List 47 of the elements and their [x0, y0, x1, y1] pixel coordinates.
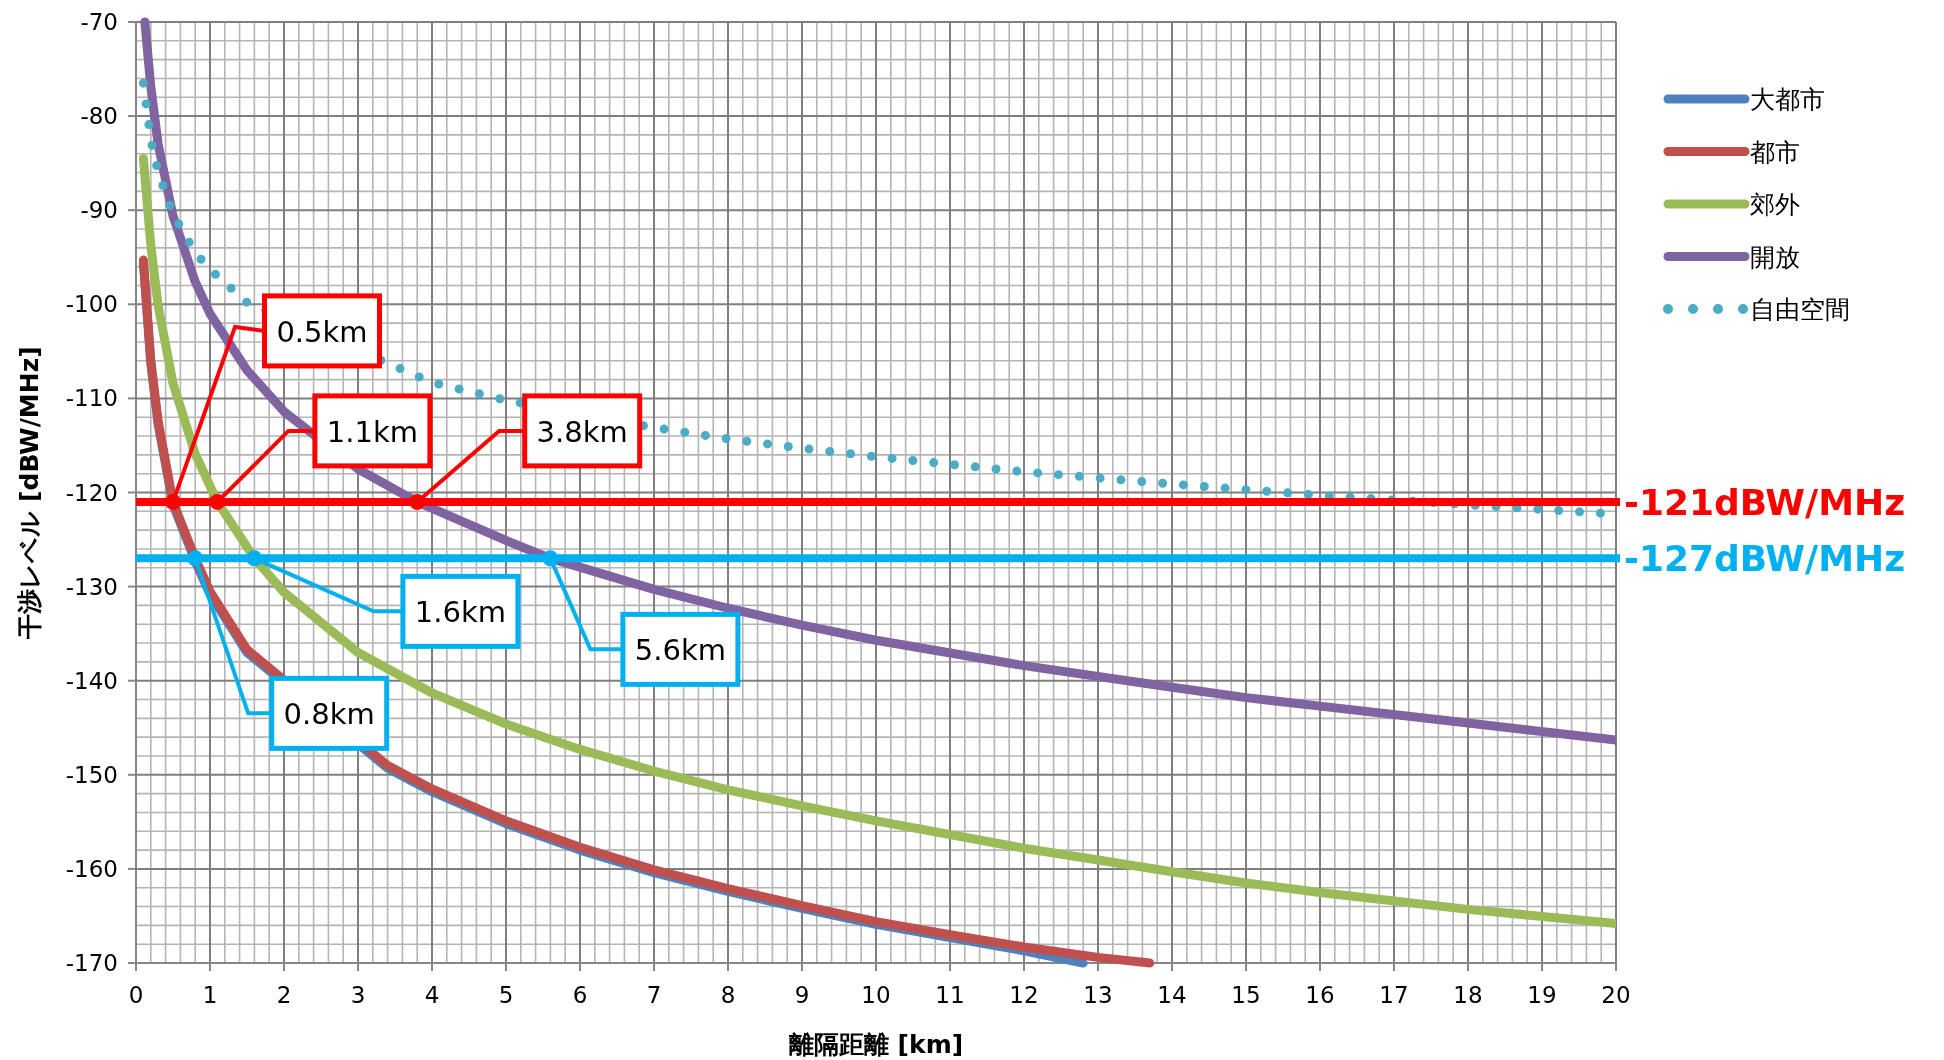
x-tick-label: 7 [646, 982, 662, 1008]
x-tick-label: 3 [350, 982, 366, 1008]
y-tick-label: -160 [65, 855, 118, 882]
x-axis-title: 離隔距離 [km] [787, 1030, 964, 1059]
x-tick-label: 9 [794, 982, 810, 1008]
x-tick-label: 15 [1231, 982, 1261, 1008]
legend-label: 開放 [1750, 242, 1800, 272]
x-tick-label: 1 [202, 982, 218, 1008]
x-tick-label: 16 [1305, 982, 1335, 1008]
x-tick-label: 4 [424, 982, 440, 1008]
y-tick-label: -100 [65, 291, 118, 318]
x-tick-label: 5 [498, 982, 514, 1008]
annotation: 5.6km [634, 633, 726, 668]
x-tick-label: 2 [276, 982, 292, 1008]
y-tick-label: -170 [65, 950, 118, 976]
annotation: 0.5km [276, 314, 368, 349]
x-tick-label: 11 [935, 982, 965, 1008]
annotation: 3.8km [536, 414, 628, 449]
annotation: 0.8km [283, 697, 375, 732]
annotation: 1.6km [414, 595, 506, 630]
y-tick-label: -140 [65, 667, 118, 694]
legend-label: 大都市 [1750, 85, 1825, 114]
legend-label: 郊外 [1750, 190, 1800, 219]
x-tick-label: 12 [1009, 982, 1039, 1008]
x-tick-label: 19 [1527, 982, 1557, 1008]
y-axis-title: 干渉レベル [dBW/MHz] [15, 346, 44, 640]
legend-label: 自由空間 [1750, 295, 1850, 324]
y-tick-label: -110 [65, 385, 118, 412]
y-tick-label: -70 [80, 9, 118, 35]
y-tick-label: -90 [80, 197, 118, 224]
x-tick-label: 14 [1157, 982, 1187, 1008]
ref-line-label: -127dBW/MHz [1624, 538, 1906, 580]
x-tick-label: 18 [1453, 982, 1483, 1008]
y-tick-label: -80 [80, 103, 118, 130]
annotation: 1.1km [326, 414, 418, 449]
y-tick-label: -150 [65, 761, 118, 788]
ref-line-label: -121dBW/MHz [1624, 481, 1906, 523]
x-tick-label: 20 [1601, 982, 1631, 1008]
x-tick-label: 13 [1083, 982, 1113, 1008]
x-tick-label: 10 [861, 982, 891, 1008]
y-tick-label: -120 [65, 479, 118, 506]
x-tick-label: 8 [720, 982, 736, 1008]
legend-label: 都市 [1750, 137, 1800, 167]
x-tick-label: 0 [128, 982, 144, 1008]
x-tick-label: 6 [572, 982, 588, 1008]
x-tick-label: 17 [1379, 982, 1409, 1008]
y-tick-label: -130 [65, 573, 118, 600]
